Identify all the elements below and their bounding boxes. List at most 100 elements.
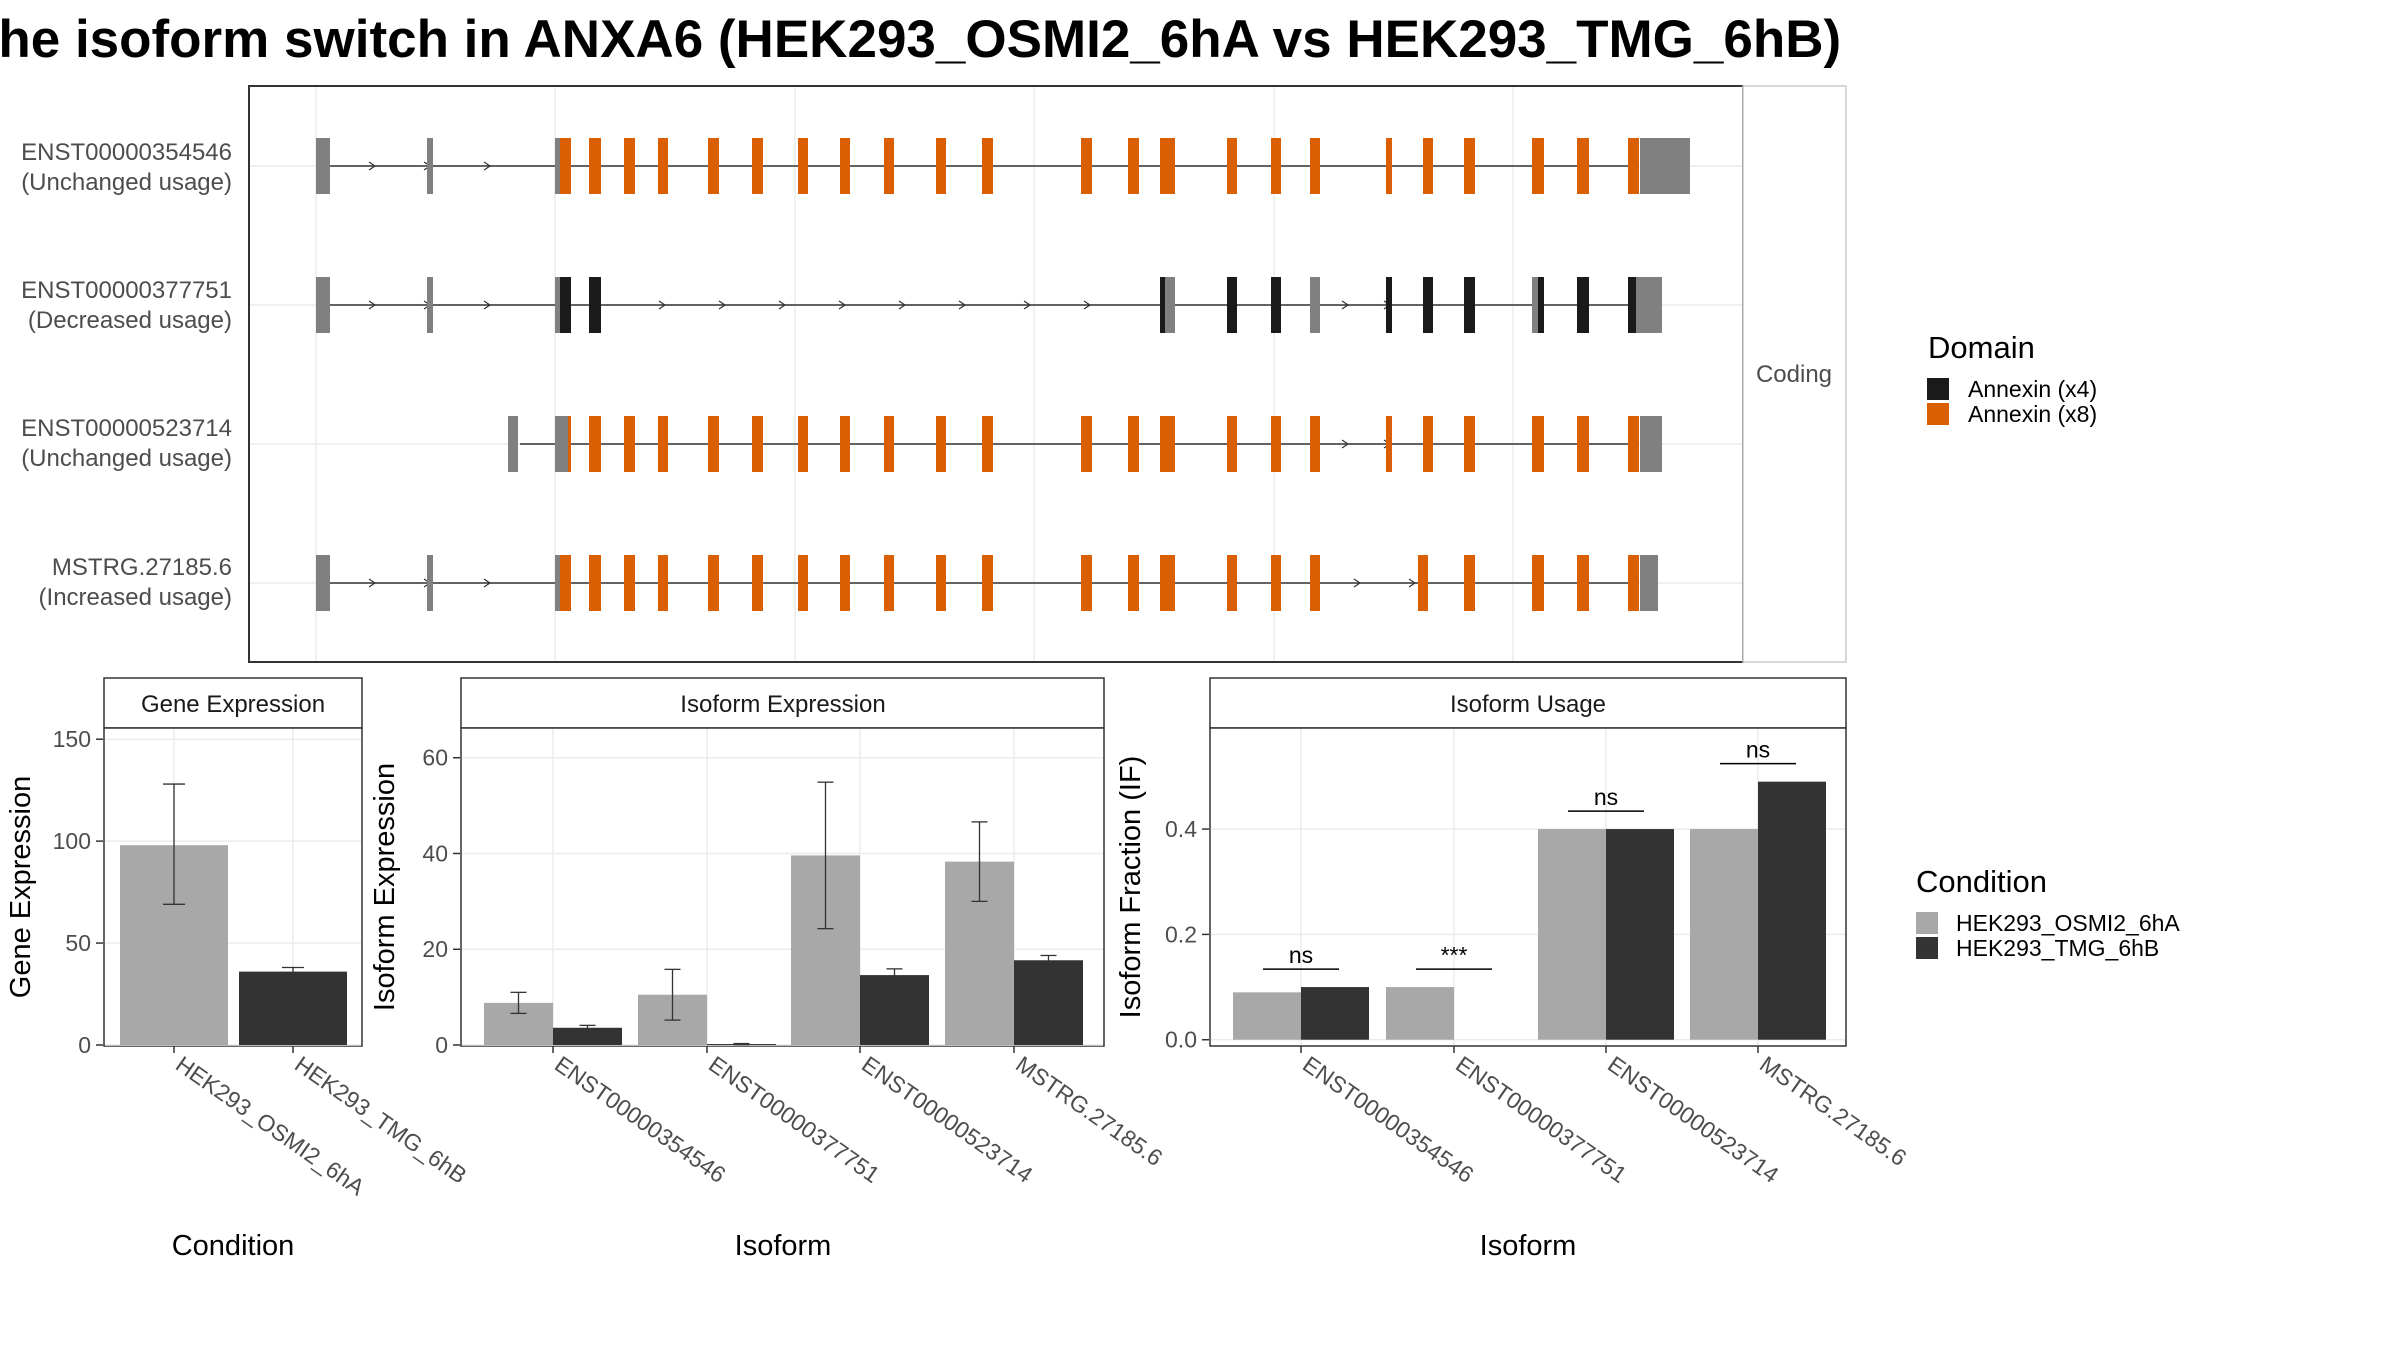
strand-arrow xyxy=(1341,300,1350,310)
y-tick-label: 0 xyxy=(78,1032,91,1058)
isoform-usage-bar xyxy=(1386,987,1454,1040)
y-tick-label: 0.0 xyxy=(1165,1027,1197,1053)
annexin-x8-exon xyxy=(884,555,894,611)
strand-arrow xyxy=(1408,578,1417,588)
annexin-x8-exon xyxy=(1532,416,1544,472)
isoform-expression-strip-label: Isoform Expression xyxy=(680,691,885,718)
annexin-x8-exon xyxy=(1160,555,1175,611)
y-tick-label: 50 xyxy=(65,930,91,956)
annexin-x8-legend-label: Annexin (x8) xyxy=(1968,401,2097,427)
annexin-x4-exon xyxy=(1160,277,1165,333)
annexin-x4-exon xyxy=(560,277,571,333)
isoform-usage-x-ticks: ENST00000354546ENST00000377751ENST000005… xyxy=(1298,1046,1911,1188)
annexin-x4-exon xyxy=(1271,277,1281,333)
strand-arrow xyxy=(483,300,492,310)
annexin-x8-exon xyxy=(982,138,993,194)
y-tick-label: 0.2 xyxy=(1165,921,1197,947)
figure-title: The isoform switch in ANXA6 (HEK293_OSMI… xyxy=(0,10,1841,69)
strand-arrow xyxy=(483,161,492,171)
annexin-x8-exon xyxy=(589,555,601,611)
annexin-x8-exon xyxy=(1128,138,1139,194)
x-tick-label: MSTRG.27185.6 xyxy=(1011,1051,1167,1171)
transcript-usage-label: (Increased usage) xyxy=(39,584,232,611)
annexin-x8-exon xyxy=(1310,416,1320,472)
x-tick-label: MSTRG.27185.6 xyxy=(1755,1051,1911,1171)
annexin-x8-exon xyxy=(589,416,601,472)
isoform-expression-panel: Isoform Expression 0 20 40 60 ENST000003545… xyxy=(369,677,1167,1262)
utr-exon xyxy=(316,138,330,194)
condition-legend-title: Condition xyxy=(1916,864,2047,899)
annexin-x4-exon xyxy=(1386,277,1392,333)
gene-expression-panel: Gene Expression 0 50 100 150 HEK293_OSMI2_6… xyxy=(5,677,472,1262)
isoform-usage-y-ticks: 0.0 0.2 0.4 xyxy=(1165,816,1209,1053)
transcript-row xyxy=(316,277,1662,333)
annexin-x8-exon xyxy=(708,416,719,472)
utr-exon xyxy=(555,416,568,472)
significance-label: ns xyxy=(1289,942,1313,968)
annexin-x8-exon xyxy=(1423,138,1433,194)
annexin-x4-exon xyxy=(1538,277,1544,333)
isoform-expression-y-ticks: 0 20 40 60 xyxy=(422,745,460,1058)
y-tick-label: 20 xyxy=(422,936,448,962)
utr-exon xyxy=(1640,555,1658,611)
transcript-id-label: MSTRG.27185.6 xyxy=(52,554,232,581)
significance-label: ns xyxy=(1594,784,1618,810)
strand-arrow xyxy=(1341,439,1350,449)
strand-arrow xyxy=(1023,300,1032,310)
utr-exon xyxy=(427,138,433,194)
osmi-legend-label: HEK293_OSMI2_6hA xyxy=(1956,910,2180,936)
isoform-expression-x-ticks: ENST00000354546ENST00000377751ENST000005… xyxy=(550,1046,1167,1188)
annexin-x8-exon xyxy=(1227,555,1237,611)
annexin-x4-exon xyxy=(1628,277,1636,333)
annexin-x8-exon xyxy=(1128,416,1139,472)
annexin-x4-exon xyxy=(1577,277,1589,333)
annexin-x8-exon xyxy=(658,138,668,194)
transcript-usage-label: (Unchanged usage) xyxy=(21,445,232,472)
annexin-x8-exon xyxy=(560,555,571,611)
annexin-x8-exon xyxy=(936,416,946,472)
y-tick-label: 0 xyxy=(435,1032,448,1058)
isoform-expression-y-axis-title: Isoform Expression xyxy=(369,763,401,1011)
transcript-row xyxy=(508,416,1662,472)
utr-exon xyxy=(427,277,433,333)
strand-arrow xyxy=(658,300,667,310)
coding-facet-strip xyxy=(1742,85,1847,663)
annexin-x8-exon xyxy=(840,416,850,472)
osmi-swatch xyxy=(1916,912,1938,934)
transcript-usage-label: (Decreased usage) xyxy=(28,307,232,334)
annexin-x8-exon xyxy=(1628,416,1639,472)
utr-exon xyxy=(316,555,330,611)
significance-label: ns xyxy=(1746,737,1770,763)
annexin-x4-exon xyxy=(1423,277,1433,333)
isoform-expression-bar xyxy=(860,975,929,1045)
annexin-x8-exon xyxy=(982,416,993,472)
domain-legend-title: Domain xyxy=(1928,330,2035,365)
annexin-x8-exon xyxy=(1081,138,1092,194)
utr-exon xyxy=(1640,138,1690,194)
annexin-x8-exon xyxy=(708,555,719,611)
annexin-x8-exon xyxy=(1160,138,1175,194)
isoform-usage-x-axis-title: Isoform xyxy=(1480,1230,1577,1262)
annexin-x8-exon xyxy=(936,138,946,194)
annexin-x8-exon xyxy=(708,138,719,194)
tmg-legend-label: HEK293_TMG_6hB xyxy=(1956,935,2159,961)
annexin-x8-exon xyxy=(884,416,894,472)
utr-exon xyxy=(555,277,560,333)
transcript-row xyxy=(316,138,1690,194)
coding-facet-label: Coding xyxy=(1756,361,1832,388)
transcript-rows xyxy=(316,138,1690,611)
significance-label: *** xyxy=(1441,942,1468,968)
isoform-usage-panel: Isoform Usage ns *** ns ns 0.0 0.2 0.4 ENST00… xyxy=(1115,677,1911,1262)
annexin-x8-exon xyxy=(560,138,571,194)
isoform-usage-strip-label: Isoform Usage xyxy=(1450,691,1606,718)
isoform-usage-bar xyxy=(1233,992,1301,1040)
annexin-x8-exon xyxy=(798,555,808,611)
transcript-panel: ENST00000354546 (Unchanged usage) ENST00… xyxy=(21,85,1847,663)
strand-arrow xyxy=(958,300,967,310)
gene-expression-y-ticks: 0 50 100 150 xyxy=(53,726,103,1058)
transcript-id-label: ENST00000523714 xyxy=(21,415,232,442)
utr-exon xyxy=(1640,416,1662,472)
strand-arrow xyxy=(1353,578,1362,588)
